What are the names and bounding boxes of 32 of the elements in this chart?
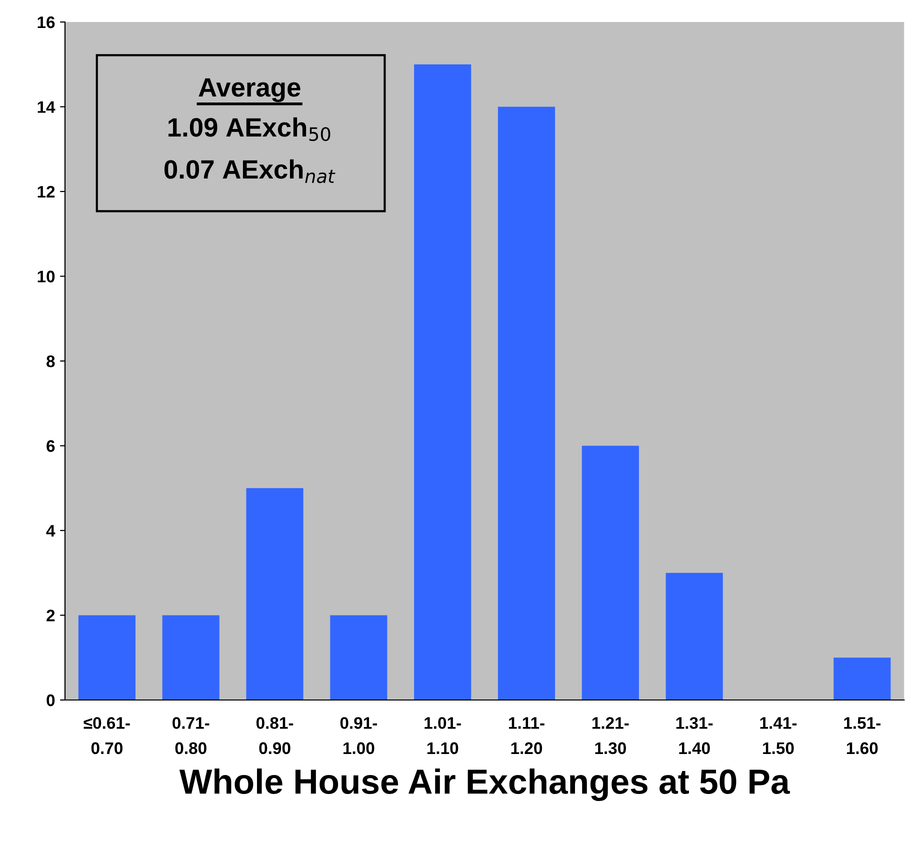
annotation: 0.07 AExch$_{nat}$ [164,159,336,184]
x-tick-label: 0.71- 0.80 [172,717,210,754]
y-tick-label: 4 [46,525,56,537]
x-tick-label: 1.51- 1.60 [844,717,880,754]
y-tick-label: 12 [38,186,55,198]
x-tick-label: 1.41- 1.50 [760,717,797,754]
bar [78,615,136,700]
bar [414,64,472,700]
x-tick-label: 1.21- 1.30 [592,717,629,754]
x-tick-label: 1.11- 1.20 [509,717,544,754]
x-tick-label: 0.81- 0.90 [256,717,294,754]
bar [834,658,891,700]
bar [330,615,388,700]
x-axis-title: Whole House Air Exchanges at 50 Pa [179,768,790,802]
y-tick-label: 0 [46,694,55,706]
x-tick-label: ≤0.61- 0.70 [84,717,130,754]
bar [246,488,304,700]
bar [498,106,556,700]
y-tick-label: 2 [46,610,55,622]
x-tick-label: 0.91- 1.00 [340,717,378,754]
bar [162,615,220,700]
y-tick-label: 14 [38,101,56,113]
annotation: Average [198,78,300,102]
y-tick-label: 8 [46,355,55,368]
bar [582,446,639,700]
x-tick-label: 1.01- 1.10 [424,717,461,754]
y-tick-label: 16 [38,16,55,28]
x-tick-label: 1.31- 1.40 [676,717,713,754]
bar [666,572,723,700]
y-tick-label: 6 [46,440,55,452]
annotation: 1.09 AExch$_{50}$ [168,117,330,142]
y-tick-label: 10 [38,270,55,282]
